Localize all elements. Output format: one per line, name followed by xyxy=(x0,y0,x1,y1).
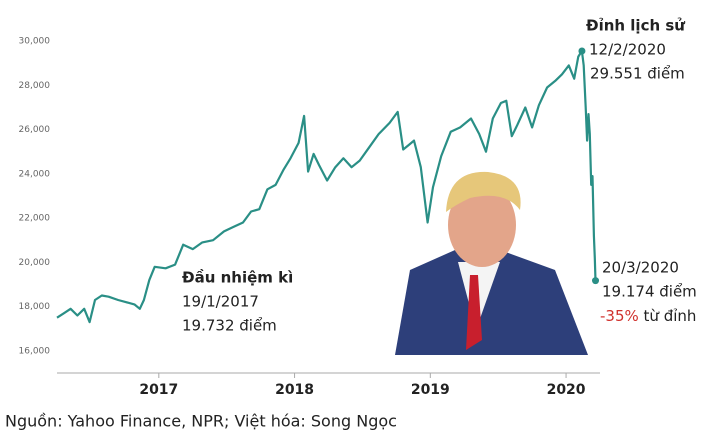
source: Nguồn: Yahoo Finance, NPR; Việt hóa: Son… xyxy=(5,412,397,431)
annotation-title: Đỉnh lịch sử xyxy=(586,17,685,35)
annotation-value: 29.551 điểm xyxy=(590,65,685,83)
photo xyxy=(393,168,590,355)
y-tick-label: 28,000 xyxy=(19,81,51,91)
annotation-date: 19/1/2017 xyxy=(182,293,259,311)
y-tick-label: 24,000 xyxy=(19,169,51,179)
x-tick-label: 2017 xyxy=(139,382,178,398)
annotation-value: 19.732 điểm xyxy=(182,317,277,335)
annotation-date: 20/3/2020 xyxy=(602,259,679,277)
y-tick-label: 16,000 xyxy=(19,346,51,356)
change-text: từ đỉnh xyxy=(644,307,697,325)
annotation-change: -35% từ đỉnh xyxy=(600,307,696,325)
y-tick-label: 26,000 xyxy=(19,125,51,135)
point-marker xyxy=(592,277,600,285)
annotation-date: 12/2/2020 xyxy=(589,41,666,59)
x-tick-label: 2019 xyxy=(411,382,450,398)
x-tick-label: 2018 xyxy=(275,382,314,398)
annotation-title: Đầu nhiệm kì xyxy=(182,269,293,287)
point-marker xyxy=(578,47,586,55)
change-value: -35% xyxy=(600,307,639,325)
y-tick-label: 18,000 xyxy=(19,302,51,312)
y-tick-label: 30,000 xyxy=(19,37,51,47)
line xyxy=(56,49,597,324)
y-tick-label: 20,000 xyxy=(19,258,51,268)
annotation-value: 19.174 điểm xyxy=(602,283,697,301)
y-tick-label: 22,000 xyxy=(19,214,51,224)
x-tick-label: 2020 xyxy=(547,382,586,398)
